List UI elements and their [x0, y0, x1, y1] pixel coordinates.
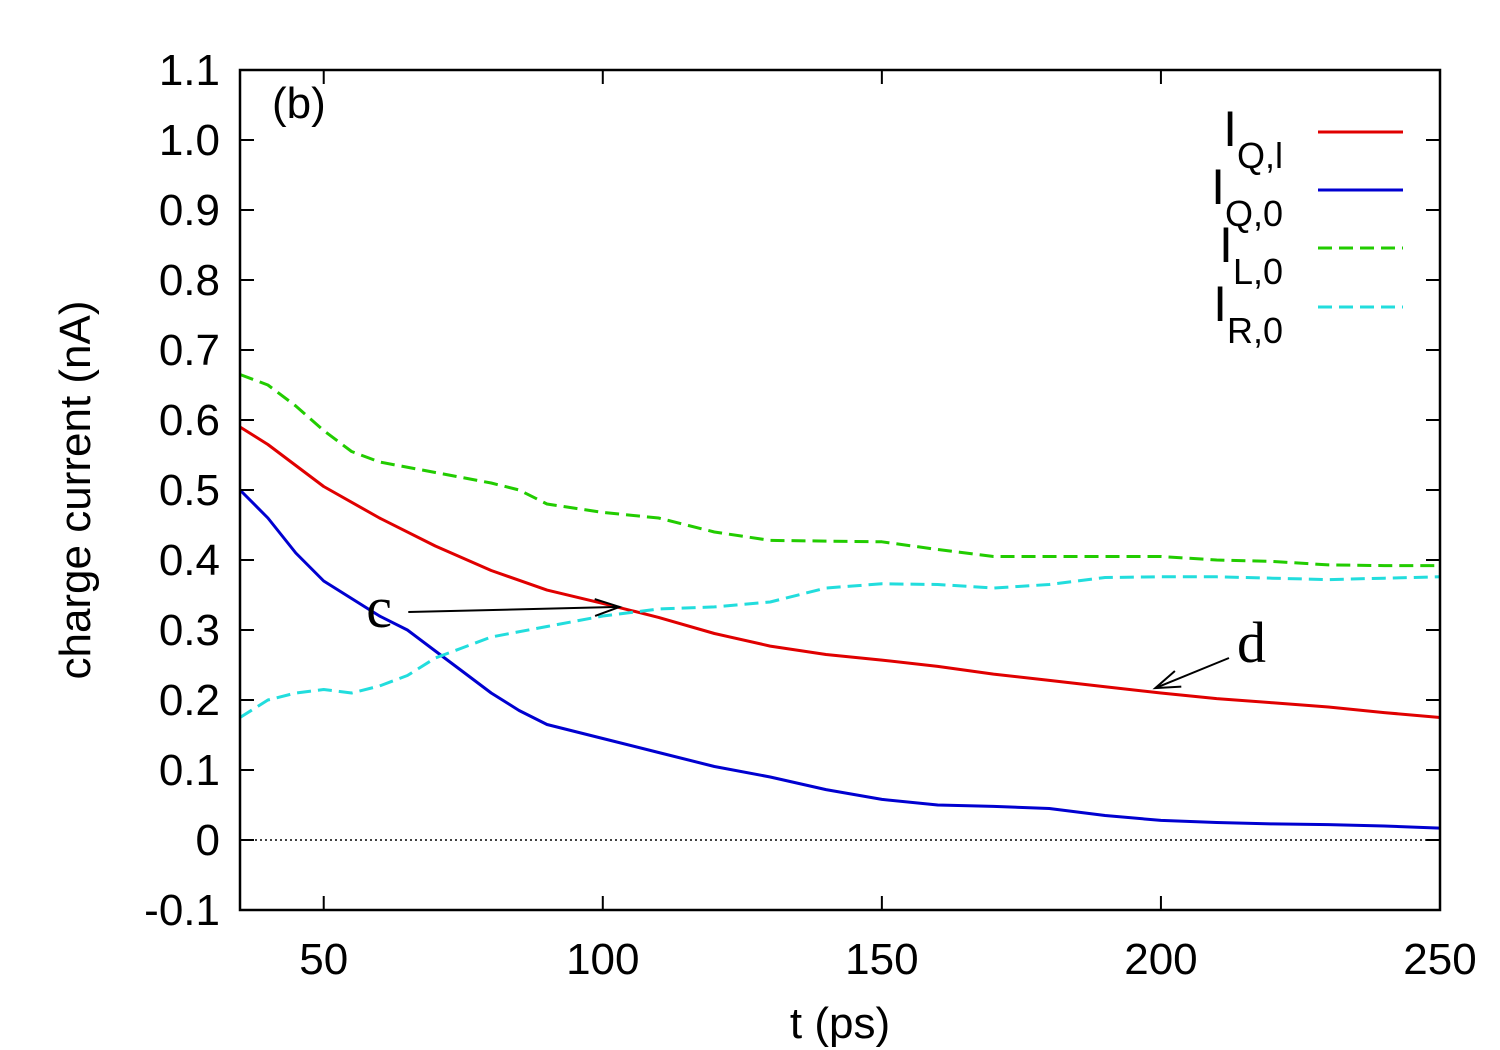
annotation-arrow-head: [594, 598, 623, 617]
y-tick-label: 0.4: [159, 536, 220, 585]
legend-label-main: I: [1223, 101, 1237, 157]
y-tick-label: 0.2: [159, 676, 220, 725]
y-tick-label: 0.3: [159, 606, 220, 655]
annotations: cd: [366, 575, 1266, 690]
x-tick-label: 250: [1403, 935, 1476, 984]
series-line-r-0: [239, 575, 1441, 719]
annotation-c: c: [366, 575, 623, 640]
legend-entry: IQ,l: [1223, 101, 1403, 176]
legend-label-main: I: [1219, 217, 1233, 273]
y-tick-label: 0.8: [159, 256, 220, 305]
x-tick-label: 100: [566, 935, 639, 984]
legend-label: IQ,l: [1223, 101, 1283, 176]
legend-entry: IQ,0: [1211, 159, 1403, 234]
legend-label-sub: R,0: [1227, 310, 1283, 351]
x-tick-label: 50: [299, 935, 348, 984]
y-tick-label: 1.1: [159, 46, 220, 95]
y-tick-label: 1.0: [159, 116, 220, 165]
legend: IQ,lIQ,0IL,0IR,0: [1211, 101, 1403, 351]
y-tick-label: 0.6: [159, 396, 220, 445]
annotation-label: c: [366, 575, 392, 640]
y-tick-label: 0.5: [159, 466, 220, 515]
x-axis-title: t (ps): [790, 999, 890, 1048]
series-line-l-0: [239, 373, 1440, 568]
y-axis-title: charge current (nA): [51, 300, 100, 679]
annotation-arrow-head: [1152, 670, 1182, 690]
series-line-q-0: [238, 488, 1441, 830]
legend-entry: IR,0: [1213, 276, 1403, 351]
x-tick-label: 150: [845, 935, 918, 984]
y-tick-label: 0: [196, 816, 220, 865]
legend-label: IL,0: [1219, 217, 1283, 292]
legend-label-sub: Q,l: [1237, 135, 1283, 176]
annotation-d: d: [1152, 610, 1266, 690]
y-tick-label: 0.1: [159, 746, 220, 795]
x-tick-label: 200: [1124, 935, 1197, 984]
legend-label: IR,0: [1213, 276, 1283, 351]
annotation-label: d: [1237, 610, 1266, 675]
legend-label-sub: Q,0: [1225, 193, 1283, 234]
axes-layer: -0.1 0 0.1 0.2 0.3 0.4 0.5 0.6 0.7 0.8 0.9 1.0 1.1 50…: [144, 46, 1477, 984]
y-tick-label: -0.1: [144, 886, 220, 935]
series-layer: [238, 373, 1441, 830]
legend-label: IQ,0: [1211, 159, 1283, 234]
y-tick-label: 0.7: [159, 326, 220, 375]
legend-label-main: I: [1211, 159, 1225, 215]
annotation-arrow-shaft: [408, 605, 620, 613]
panel-label: (b): [272, 79, 326, 128]
legend-label-main: I: [1213, 276, 1227, 332]
y-tick-label: 0.9: [159, 186, 220, 235]
legend-label-sub: L,0: [1233, 251, 1283, 292]
legend-entry: IL,0: [1219, 217, 1403, 292]
annotation-arrow-shaft: [1154, 657, 1230, 690]
series-line-q-l: [239, 425, 1441, 719]
